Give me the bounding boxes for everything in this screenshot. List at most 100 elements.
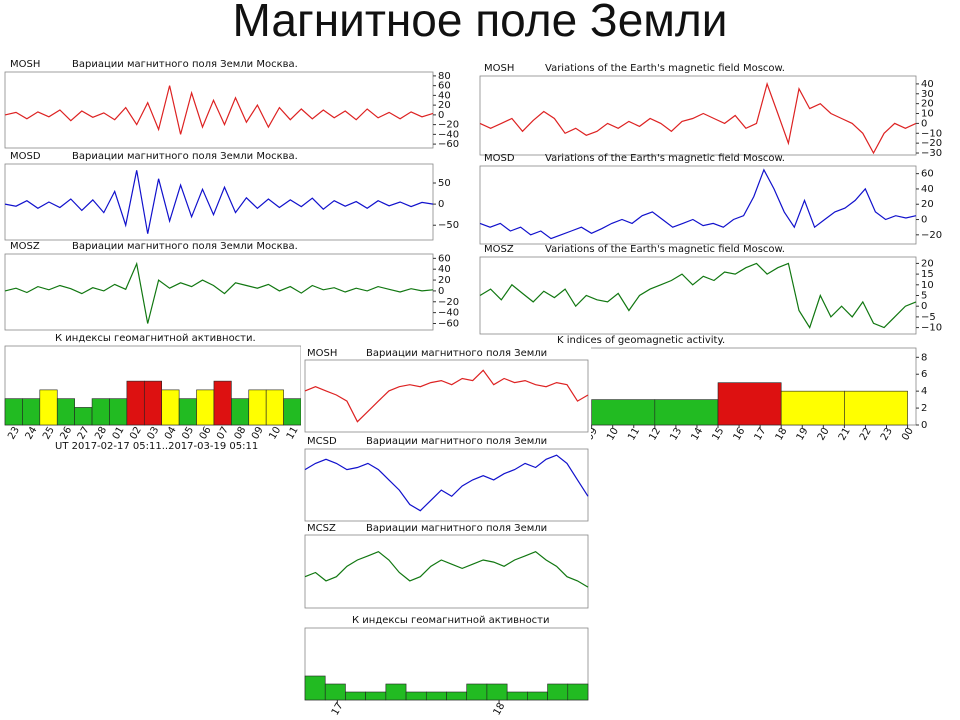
y-tick-label: −30 [921, 148, 942, 159]
x-tick-label: 23 [6, 425, 22, 442]
plot-frame [479, 256, 917, 335]
bar [4, 398, 23, 426]
panel-title: Variations of the Earth's magnetic field… [545, 153, 785, 164]
x-tick-label: 21 [837, 426, 853, 443]
bar [717, 382, 782, 426]
y-tick-label: 60 [438, 253, 451, 264]
x-tick-label: 02 [128, 425, 144, 442]
y-tick-label: 40 [438, 264, 451, 275]
panel-title: Вариации магнитного поля Земли Москва. [72, 59, 298, 70]
bar [345, 691, 366, 701]
x-tick-label: 25 [41, 425, 57, 442]
panel-title: K indices of geomagnetic activity. [557, 335, 725, 346]
bar [143, 380, 163, 426]
bar [74, 407, 93, 426]
bar [161, 389, 180, 426]
signal-line [304, 551, 589, 588]
y-tick-label: 30 [921, 89, 934, 100]
time-range: UT 2017-02-17 05:11..2017-03-19 05:11 [55, 441, 258, 452]
bar [91, 398, 110, 426]
x-tick-label: 00 [900, 426, 916, 443]
x-tick-label: 20 [816, 426, 832, 443]
x-tick-label: 07 [215, 425, 231, 442]
bar [385, 683, 407, 701]
y-tick-label: 20 [438, 275, 451, 286]
panel-title: Вариации магнитного поля Земли [366, 436, 547, 447]
x-tick-label: 08 [233, 425, 249, 442]
bar [126, 380, 145, 426]
bar [248, 389, 267, 426]
x-tick-label: 10 [605, 426, 621, 443]
bar [324, 683, 346, 701]
signal-line [4, 261, 434, 324]
y-tick-label: −20 [438, 120, 459, 131]
bar [56, 398, 75, 426]
signal-line [479, 168, 917, 240]
bar [405, 691, 427, 701]
y-tick-label: −40 [438, 129, 459, 140]
bar [213, 380, 232, 426]
bar [425, 691, 447, 701]
y-tick-label: 40 [438, 90, 451, 101]
y-tick-label: −10 [921, 128, 942, 139]
x-tick-label: 15 [710, 426, 726, 443]
x-tick-label: 09 [250, 425, 266, 442]
signal-line [4, 170, 434, 234]
panel-title: Вариации магнитного поля Земли [366, 523, 547, 534]
y-tick-label: 0 [438, 110, 444, 121]
panel-title: К индексы геомагнитной активности. [55, 333, 256, 344]
y-tick-label: 0 [438, 286, 444, 297]
slide-title: Магнитное поле Земли [233, 0, 728, 46]
y-tick-label: 20 [921, 199, 934, 210]
plot-frame [304, 448, 589, 522]
y-tick-label: 20 [921, 99, 934, 110]
bar [567, 683, 589, 701]
bar [591, 399, 656, 426]
bar [365, 691, 387, 701]
signal-line [4, 85, 434, 135]
y-tick-label: 8 [921, 352, 927, 363]
y-tick-label: 50 [438, 178, 451, 189]
series-label: MOSD [484, 153, 515, 164]
bar [22, 398, 41, 426]
bar [446, 691, 468, 701]
plot-frame [304, 534, 589, 609]
bar [196, 389, 215, 426]
y-tick-label: 40 [921, 79, 934, 90]
panel-title: Вариации магнитного поля Земли Москва. [72, 151, 298, 162]
x-tick-label: 10 [267, 425, 283, 442]
x-tick-label: 14 [689, 426, 705, 443]
y-tick-label: 20 [438, 100, 451, 111]
y-tick-label: −40 [438, 308, 459, 319]
bar [304, 675, 326, 701]
bar [109, 398, 128, 426]
signal-line [479, 262, 917, 330]
y-tick-label: 10 [921, 109, 934, 120]
signal-line [304, 454, 589, 512]
x-tick-label: 28 [93, 425, 109, 442]
plot-frame [479, 165, 917, 245]
bar [466, 683, 488, 701]
x-tick-label: 04 [163, 425, 179, 442]
x-tick-label: 12 [647, 426, 663, 443]
panel-title: Variations of the Earth's magnetic field… [545, 63, 785, 74]
y-tick-label: 5 [921, 291, 927, 302]
series-label: MCSD [307, 436, 337, 447]
y-tick-label: −5 [921, 312, 936, 323]
y-tick-label: −60 [438, 318, 459, 329]
y-tick-label: 60 [921, 169, 934, 180]
x-tick-label: 27 [76, 425, 92, 442]
bar [486, 683, 508, 701]
bar [178, 398, 197, 426]
y-tick-label: −50 [438, 220, 459, 231]
x-tick-label: 11 [285, 425, 301, 442]
y-tick-label: 0 [921, 301, 927, 312]
bar [39, 389, 58, 426]
x-tick-label: 24 [24, 425, 40, 442]
y-tick-label: −20 [438, 297, 459, 308]
signal-line [479, 81, 917, 155]
bar [527, 691, 548, 701]
y-tick-label: 15 [921, 269, 934, 280]
plot-frame [304, 359, 589, 433]
